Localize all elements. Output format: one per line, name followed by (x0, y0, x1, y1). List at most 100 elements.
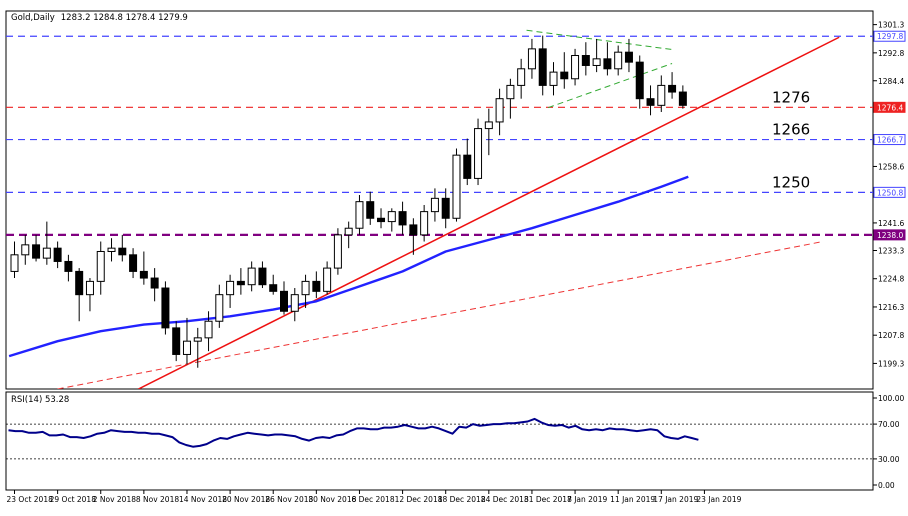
candle-body-up (301, 280, 310, 296)
level-label-box (873, 186, 906, 198)
rsi-tick-label: 30.00 (878, 455, 900, 464)
candle-body-up (387, 211, 396, 223)
x-tick-label: 30 Nov 2018 (308, 495, 356, 504)
candle (96, 241, 105, 295)
candle (409, 218, 418, 255)
level-label-box (873, 134, 906, 146)
candle-body-down (118, 247, 127, 256)
price-plot (6, 29, 873, 389)
candle-body-down (560, 71, 569, 80)
candle (172, 321, 181, 362)
y-tick-label: 1258.6 (878, 162, 904, 171)
candle-body-down (581, 55, 590, 66)
candle (21, 234, 30, 265)
candle-body-up (484, 121, 493, 130)
level-label: 1266.7 (877, 136, 903, 145)
candle (236, 268, 245, 295)
x-tick-label: 26 Nov 2018 (265, 495, 313, 504)
x-tick-label: 14 Nov 2018 (179, 495, 227, 504)
candle-body-down (129, 254, 138, 272)
x-tick-label: 31 Dec 2018 (524, 495, 572, 504)
y-tick-label: 1292.8 (878, 49, 904, 58)
candle (581, 42, 590, 76)
candle-body-up (344, 227, 353, 236)
candle (32, 234, 41, 262)
candle-body-up (215, 294, 224, 322)
level-annotation: 1276 (772, 88, 810, 106)
candle-body-up (527, 48, 536, 70)
rsi-label: RSI(14) 53.28 (11, 395, 69, 405)
candle-body-down (75, 270, 84, 296)
candle (182, 317, 191, 365)
candle-body-down (269, 284, 278, 292)
candle (430, 188, 439, 222)
candle (614, 45, 623, 76)
rsi-line (8, 417, 699, 448)
candle (204, 311, 213, 352)
candle-body-up (85, 280, 94, 296)
candle-body-up (614, 51, 623, 70)
x-tick-label: 20 Nov 2018 (222, 495, 270, 504)
candle (85, 278, 94, 312)
candle-body-down (441, 197, 450, 219)
candle-body-up (333, 234, 342, 269)
candle (323, 261, 332, 295)
trendline (138, 36, 840, 389)
candle-body-down (603, 58, 612, 70)
candle (549, 62, 558, 96)
candle-body-up (430, 197, 439, 213)
candle (150, 268, 159, 302)
moving-average-line (8, 175, 689, 358)
candle-body-down (377, 217, 386, 223)
candle (678, 85, 687, 109)
candle (624, 38, 633, 73)
y-tick-label: 1301.3 (878, 21, 904, 30)
candle (312, 271, 321, 298)
level-annotation: 1266 (772, 121, 810, 139)
level-label: 1238.0 (877, 231, 903, 240)
candle-body-up (10, 254, 19, 272)
candle-body-down (53, 247, 62, 262)
candle (484, 108, 493, 156)
candle (603, 42, 612, 76)
candle (333, 228, 342, 275)
candle (215, 284, 224, 328)
candle-body-down (635, 61, 644, 100)
price-panel-frame (5, 10, 874, 390)
candle (592, 38, 601, 73)
candle (258, 261, 267, 289)
candle (366, 191, 375, 225)
x-tick-label: 2 Nov 2018 (93, 495, 136, 504)
x-tick-label: 17 Jan 2019 (653, 495, 698, 504)
candle-body-down (161, 287, 170, 329)
candle-body-up (506, 84, 515, 100)
y-tick-label: 1199.3 (878, 359, 904, 368)
candle (517, 58, 526, 99)
candle-body-up (657, 84, 666, 106)
candle (139, 251, 148, 285)
x-tick-label: 11 Jan 2019 (610, 495, 655, 504)
candle (527, 38, 536, 79)
candle (118, 234, 127, 262)
candle-body-down (312, 280, 321, 292)
candle-body-up (193, 337, 202, 342)
x-tick-label: 7 Jan 2019 (567, 495, 607, 504)
x-tick-label: 12 Dec 2018 (395, 495, 443, 504)
level-label-box (873, 30, 906, 42)
candle (107, 238, 116, 262)
rsi-tick-label: 100.00 (878, 394, 904, 403)
candle-body-up (204, 320, 213, 339)
candle (474, 118, 483, 186)
x-tick-label: 29 Oct 2018 (50, 495, 97, 504)
candle-body-up (247, 267, 256, 286)
candle (42, 221, 51, 265)
x-tick-label: 18 Dec 2018 (438, 495, 486, 504)
candle (290, 288, 299, 322)
candle (452, 148, 461, 222)
y-tick-label: 1224.8 (878, 275, 904, 284)
candle-body-up (355, 201, 364, 229)
rsi-tick-label: 0.00 (878, 481, 895, 490)
candle-body-up (226, 280, 235, 296)
candle-body-up (571, 55, 580, 80)
